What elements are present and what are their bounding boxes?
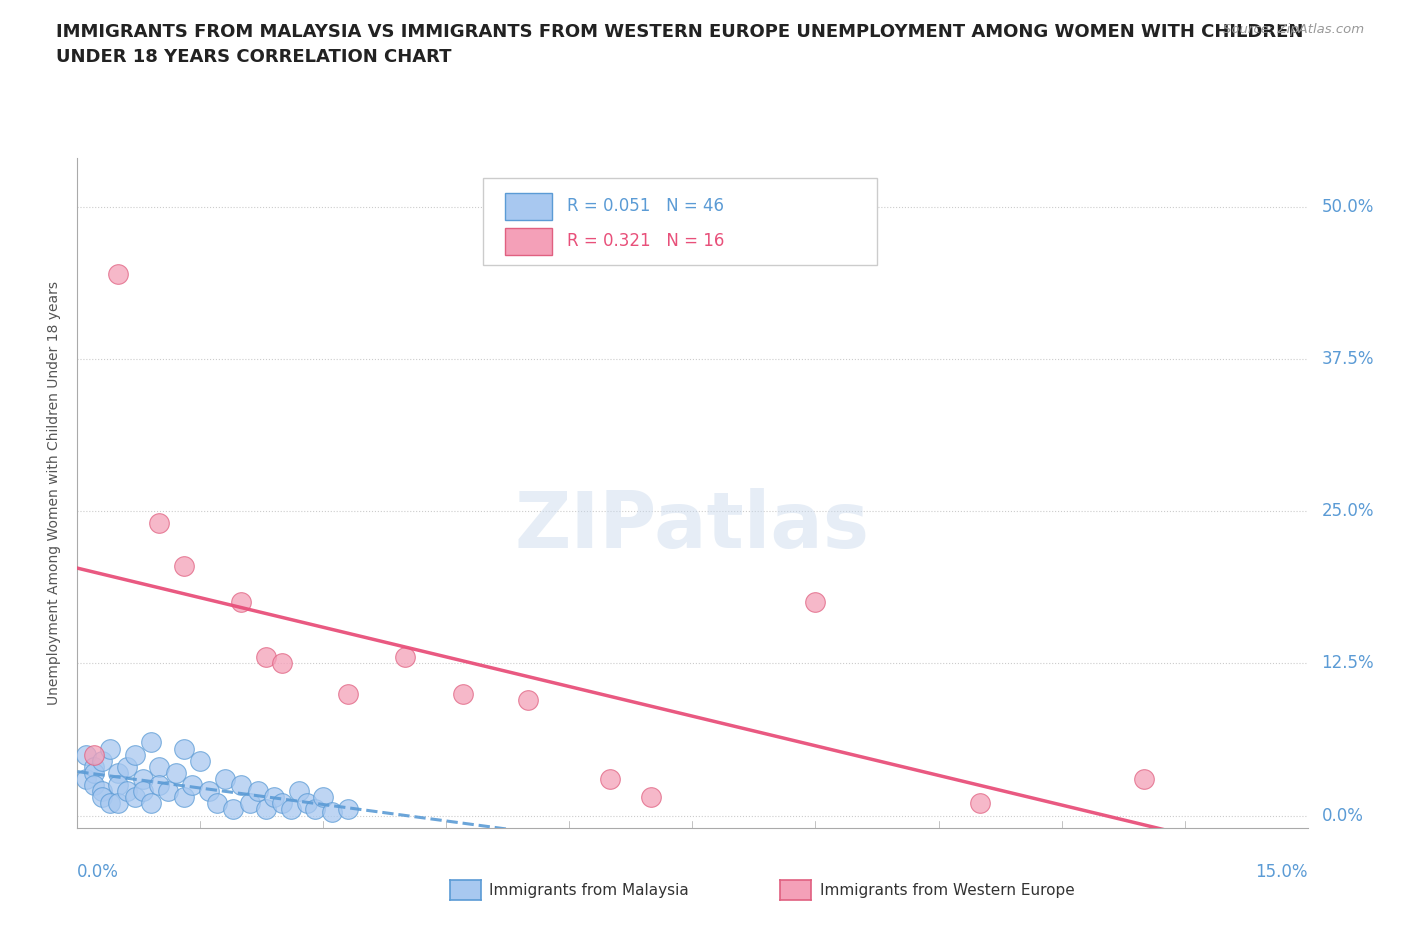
Text: 0.0%: 0.0% bbox=[77, 863, 120, 881]
Point bbox=[231, 595, 253, 610]
Point bbox=[156, 784, 179, 799]
Point bbox=[107, 777, 129, 792]
Point bbox=[148, 777, 170, 792]
Point bbox=[969, 796, 991, 811]
Text: 12.5%: 12.5% bbox=[1322, 655, 1374, 672]
Text: 50.0%: 50.0% bbox=[1322, 198, 1374, 216]
Point bbox=[173, 790, 195, 804]
Point bbox=[173, 559, 195, 574]
Y-axis label: Unemployment Among Women with Children Under 18 years: Unemployment Among Women with Children U… bbox=[48, 281, 62, 705]
Point bbox=[214, 772, 236, 787]
Text: Source: ZipAtlas.com: Source: ZipAtlas.com bbox=[1223, 23, 1364, 36]
Point bbox=[280, 802, 302, 817]
Point bbox=[188, 753, 212, 768]
Point bbox=[98, 741, 121, 756]
Point bbox=[107, 765, 129, 780]
Text: 25.0%: 25.0% bbox=[1322, 502, 1374, 520]
Point bbox=[312, 790, 335, 804]
Text: R = 0.321   N = 16: R = 0.321 N = 16 bbox=[567, 232, 724, 250]
Point bbox=[141, 735, 163, 750]
Point bbox=[141, 796, 163, 811]
Point bbox=[115, 784, 138, 799]
Point bbox=[90, 784, 114, 799]
Point bbox=[517, 693, 540, 708]
Point bbox=[181, 777, 204, 792]
Text: ZIPatlas: ZIPatlas bbox=[515, 488, 870, 565]
Point bbox=[295, 796, 318, 811]
Point bbox=[98, 796, 121, 811]
Point bbox=[599, 772, 621, 787]
Point bbox=[124, 790, 146, 804]
Bar bbox=[506, 193, 553, 219]
Point bbox=[804, 595, 827, 610]
Point bbox=[75, 747, 97, 762]
Point bbox=[337, 686, 360, 701]
Point bbox=[222, 802, 245, 817]
Point bbox=[75, 772, 97, 787]
Bar bbox=[506, 228, 553, 255]
Point bbox=[205, 796, 228, 811]
Point bbox=[254, 802, 277, 817]
Point bbox=[83, 747, 105, 762]
Text: Immigrants from Malaysia: Immigrants from Malaysia bbox=[489, 883, 689, 897]
Point bbox=[124, 747, 146, 762]
Point bbox=[640, 790, 662, 804]
Point bbox=[132, 784, 155, 799]
Point bbox=[337, 802, 360, 817]
Text: 0.0%: 0.0% bbox=[1322, 806, 1364, 825]
Point bbox=[165, 765, 187, 780]
Point bbox=[197, 784, 219, 799]
Point bbox=[254, 650, 277, 665]
Point bbox=[90, 790, 114, 804]
Point bbox=[263, 790, 285, 804]
Point bbox=[239, 796, 262, 811]
Point bbox=[271, 656, 294, 671]
Point bbox=[321, 804, 343, 819]
Point bbox=[246, 784, 269, 799]
Point bbox=[451, 686, 474, 701]
Text: R = 0.051   N = 46: R = 0.051 N = 46 bbox=[567, 197, 724, 216]
Point bbox=[90, 753, 114, 768]
Point bbox=[173, 741, 195, 756]
Point bbox=[83, 760, 105, 775]
Point bbox=[148, 760, 170, 775]
Point bbox=[107, 266, 129, 281]
Point bbox=[83, 777, 105, 792]
Point bbox=[394, 650, 416, 665]
Point bbox=[107, 796, 129, 811]
Point bbox=[83, 765, 105, 780]
Text: 37.5%: 37.5% bbox=[1322, 350, 1374, 368]
Point bbox=[271, 796, 294, 811]
Point bbox=[148, 516, 170, 531]
Point bbox=[304, 802, 326, 817]
Text: Immigrants from Western Europe: Immigrants from Western Europe bbox=[820, 883, 1074, 897]
Point bbox=[115, 760, 138, 775]
Text: UNDER 18 YEARS CORRELATION CHART: UNDER 18 YEARS CORRELATION CHART bbox=[56, 48, 451, 66]
Text: IMMIGRANTS FROM MALAYSIA VS IMMIGRANTS FROM WESTERN EUROPE UNEMPLOYMENT AMONG WO: IMMIGRANTS FROM MALAYSIA VS IMMIGRANTS F… bbox=[56, 23, 1303, 41]
Point bbox=[288, 784, 311, 799]
Point bbox=[132, 772, 155, 787]
FancyBboxPatch shape bbox=[484, 179, 877, 265]
Point bbox=[1132, 772, 1154, 787]
Point bbox=[231, 777, 253, 792]
Text: 15.0%: 15.0% bbox=[1256, 863, 1308, 881]
